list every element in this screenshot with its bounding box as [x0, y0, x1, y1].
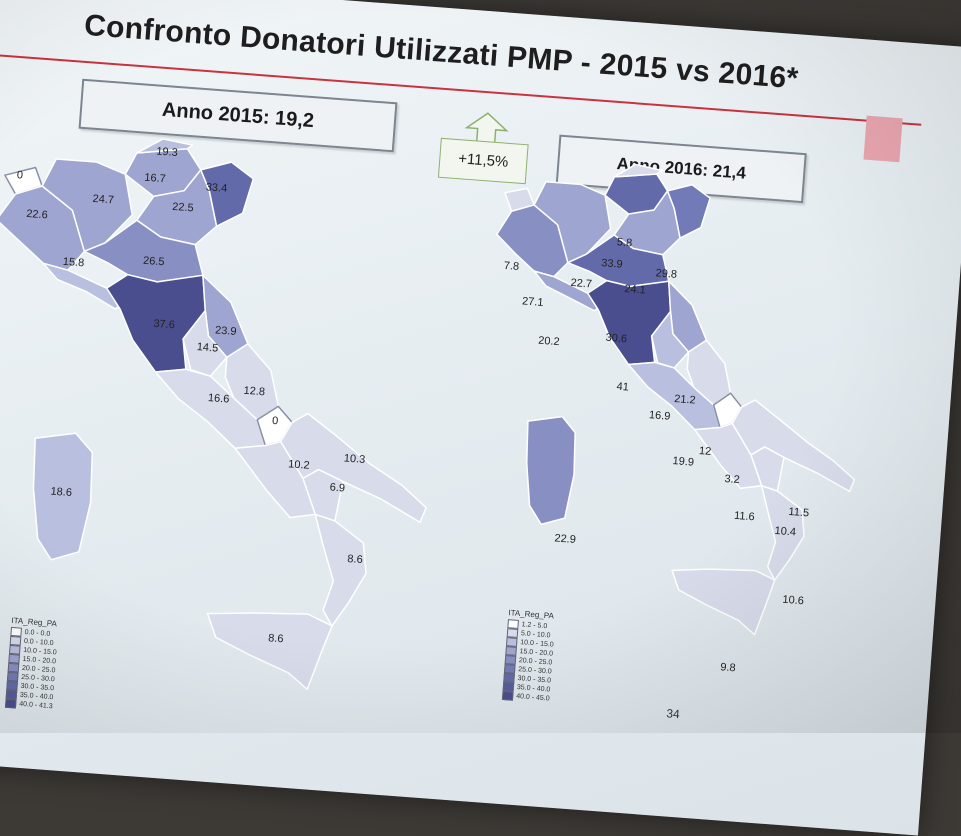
region-value-label: 7.8 [503, 260, 519, 273]
region-value-label: 37.6 [153, 318, 175, 332]
region-value-label: 16.9 [649, 409, 671, 423]
region-value-label: 19.3 [156, 145, 178, 159]
region-lombardia [41, 158, 133, 253]
region-value-label: 10.3 [343, 452, 365, 466]
region-value-label: 19.9 [672, 455, 694, 469]
region-value-label: 12.8 [243, 385, 265, 399]
region-value-label: 16.7 [144, 172, 166, 186]
region-value-label: 10.6 [782, 594, 804, 608]
region-calabria [760, 485, 805, 581]
region-value-label: 22.6 [26, 208, 48, 222]
region-value-label: 9.8 [720, 661, 736, 674]
legend-label: 40.0 - 41.3 [19, 700, 53, 710]
year-2015-box: Anno 2015: 19,2 [78, 78, 398, 153]
region-value-label: 0 [272, 415, 279, 427]
legend-2015: ITA_Reg_PA 0.0 - 0.0 0.0 - 10.0 10.0 - 15.… [4, 616, 59, 711]
region-value-label: 33.4 [205, 181, 227, 195]
region-bolzano [613, 163, 663, 178]
region-friuli [200, 161, 255, 227]
region-value-label: 22.9 [554, 532, 576, 546]
region-value-label: 24.7 [92, 193, 114, 207]
region-value-label: 29.8 [655, 267, 677, 281]
region-value-label: 23.9 [215, 324, 237, 338]
region-value-label: 18.6 [50, 486, 72, 500]
region-emilia-romagna [83, 219, 204, 283]
legend-2016: ITA_Reg_PA 1.2 - 5.0 5.0 - 10.0 10.0 - 15.… [501, 608, 556, 703]
region-value-label: 11.5 [788, 506, 809, 520]
region-sicilia [671, 568, 776, 636]
region-calabria [314, 513, 367, 627]
region-value-label: 41 [616, 381, 629, 394]
corner-accent [863, 115, 903, 163]
region-value-label: 30.6 [605, 332, 627, 346]
page-number: 34 [665, 706, 681, 722]
region-value-label: 14.5 [196, 341, 218, 355]
region-emilia-romagna [567, 234, 670, 288]
region-value-label: 20.2 [538, 335, 560, 349]
region-value-label: 3.2 [724, 473, 740, 486]
legend-label: 40.0 - 45.0 [515, 692, 550, 702]
region-bolzano [136, 138, 194, 154]
region-value-label: 15.8 [62, 256, 84, 270]
region-value-label: 16.6 [208, 392, 230, 406]
map-2016: 5.8 7.8 27.1 22.7 33.924.1 29.8 20.2 30.6 41 21.2… [496, 163, 856, 674]
region-value-label: 24.1 [624, 283, 646, 297]
region-value-label: 11.6 [734, 510, 755, 524]
region-value-label: 12 [699, 445, 712, 458]
map-2015: 0 22.6 15.8 24.7 16.7 19.3 33.4 22.5 26.5 37.6 23.… [0, 138, 427, 691]
region-sardegna [32, 432, 94, 561]
region-value-label: 27.1 [522, 295, 544, 309]
region-value-label: 22.7 [570, 277, 592, 291]
legend-rows: 0.0 - 0.0 0.0 - 10.0 10.0 - 15.0 15.0 - 20.… [4, 626, 58, 711]
region-value-label: 5.8 [616, 236, 632, 249]
region-basilicata [750, 446, 785, 492]
region-sardegna [525, 415, 576, 526]
region-value-label: 33.9 [601, 257, 623, 271]
region-value-label: 21.2 [674, 393, 696, 407]
region-basilicata [302, 468, 344, 522]
region-value-label: 26.5 [143, 255, 165, 269]
region-lombardia [533, 181, 612, 264]
slide-title: Confronto Donatori Utilizzati PMP - 2015… [83, 8, 800, 96]
region-value-label: 8.6 [268, 632, 284, 645]
legend-swatch [501, 690, 514, 701]
region-value-label: 6.9 [329, 481, 345, 494]
region-value-label: 8.6 [347, 553, 363, 566]
legend-rows: 1.2 - 5.0 5.0 - 10.0 10.0 - 15.0 15.0 - 20.… [501, 619, 555, 703]
region-sicilia [206, 612, 333, 691]
region-value-label: 10.2 [288, 458, 310, 472]
legend-swatch [4, 698, 17, 709]
region-value-label: 0 [16, 169, 23, 181]
region-friuli [666, 183, 711, 239]
region-value-label: 10.4 [774, 525, 796, 539]
region-value-label: 22.5 [172, 201, 194, 215]
